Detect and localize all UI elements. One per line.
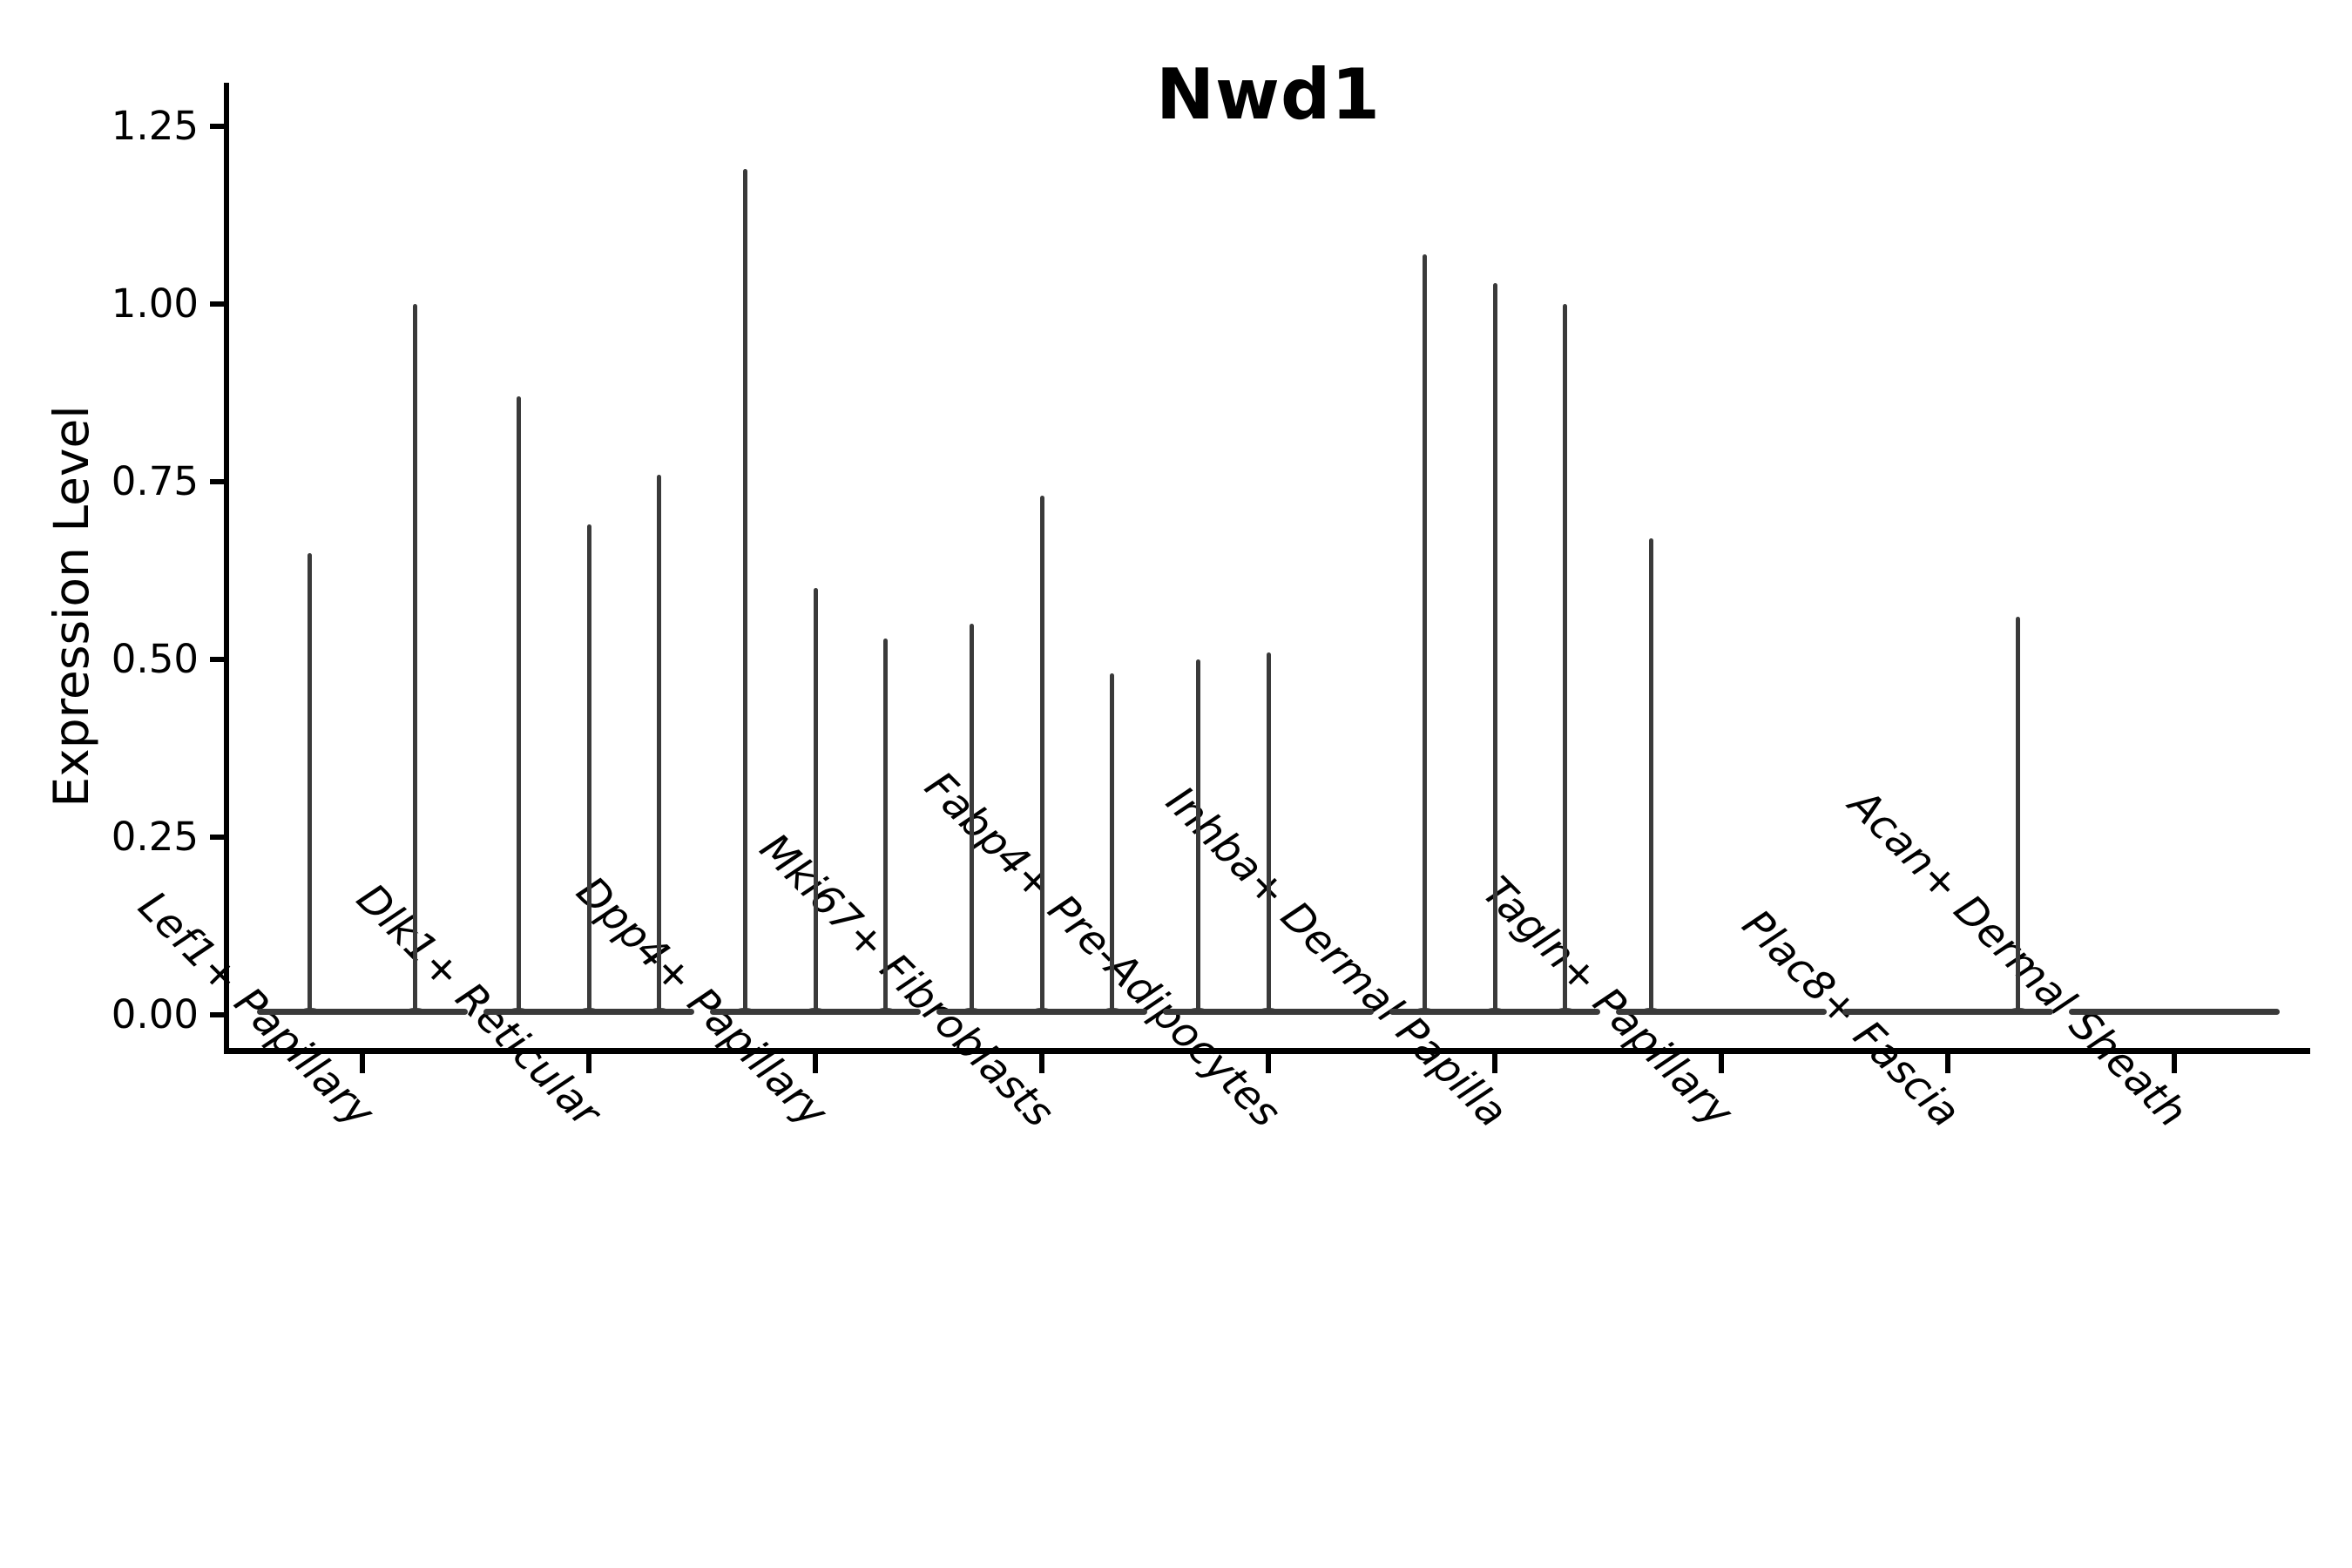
violin-spike-foot (301, 1008, 320, 1015)
violin-spike-foot (650, 1008, 669, 1015)
violin-spike (1196, 659, 1200, 1013)
violin-spike (1423, 253, 1427, 1013)
violin-spike-foot (1415, 1008, 1434, 1015)
violin-spike-foot (509, 1008, 528, 1015)
violin-spike-foot (1485, 1008, 1504, 1015)
violin-spike (1649, 538, 1653, 1013)
y-tick-mark (210, 1012, 224, 1017)
violin-spike-foot (1032, 1008, 1051, 1015)
y-tick-mark (210, 835, 224, 840)
y-tick-mark (210, 479, 224, 484)
x-tick-mark (586, 1054, 591, 1073)
y-tick-label: 0.75 (111, 458, 199, 504)
x-tick-mark (1945, 1054, 1950, 1073)
violin-spike-foot (806, 1008, 825, 1015)
violin-baseline (1616, 1009, 1827, 1015)
violin-spike (413, 304, 417, 1013)
violin-spike (1563, 304, 1567, 1013)
violin-spike (587, 524, 591, 1013)
violin-spike (308, 552, 312, 1013)
violin-spike (814, 588, 818, 1013)
violin-spike (2016, 617, 2020, 1013)
violin-spike-foot (1641, 1008, 1660, 1015)
plot-panel (224, 83, 2310, 1054)
violin-spike-foot (1556, 1008, 1575, 1015)
violin-spike-foot (2009, 1008, 2028, 1015)
y-tick-label: 0.00 (111, 991, 199, 1037)
plot-title: Nwd1 (1156, 54, 1381, 135)
y-tick-mark (210, 657, 224, 662)
violin-spike-foot (962, 1008, 981, 1015)
violin-spike-foot (579, 1008, 598, 1015)
y-tick-label: 1.00 (111, 280, 199, 327)
violin-baseline (1842, 1009, 2053, 1015)
violin-spike-foot (876, 1008, 896, 1015)
violin-baseline (257, 1009, 468, 1015)
x-tick-mark (1039, 1054, 1044, 1073)
violin-spike-foot (735, 1008, 754, 1015)
violin-spike-foot (406, 1008, 425, 1015)
x-tick-mark (1266, 1054, 1271, 1073)
y-tick-label: 0.50 (111, 636, 199, 682)
y-tick-mark (210, 124, 224, 129)
x-tick-mark (2172, 1054, 2177, 1073)
y-tick-label: 0.25 (111, 814, 199, 860)
x-tick-mark (1492, 1054, 1497, 1073)
y-tick-label: 1.25 (111, 103, 199, 149)
violin-spike (1040, 496, 1044, 1013)
violin-spike (657, 474, 661, 1013)
violin-spike (883, 638, 888, 1013)
violin-spike (517, 396, 521, 1013)
violin-spike (1493, 282, 1497, 1013)
violin-spike-foot (1103, 1008, 1122, 1015)
violin-spike (970, 624, 974, 1013)
violin-spike-foot (1188, 1008, 1207, 1015)
y-tick-mark (210, 301, 224, 307)
violin-spike-foot (1259, 1008, 1278, 1015)
violin-spike (1110, 673, 1114, 1013)
x-tick-mark (1719, 1054, 1724, 1073)
violin-spike (743, 168, 747, 1013)
violin-baseline (2069, 1009, 2280, 1015)
violin-spike (1267, 652, 1271, 1013)
x-tick-mark (360, 1054, 365, 1073)
x-tick-mark (813, 1054, 818, 1073)
